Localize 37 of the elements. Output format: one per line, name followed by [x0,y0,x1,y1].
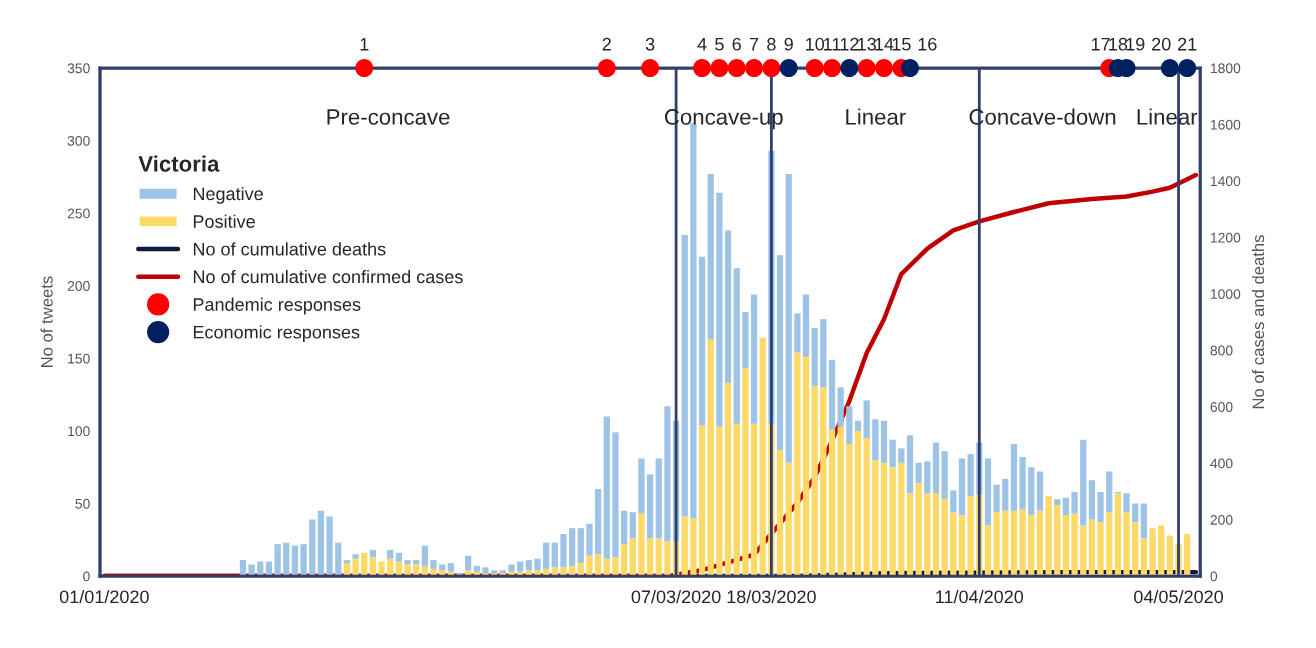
annotation: 18 [1109,37,1128,51]
annotation: 4 [697,37,707,51]
legend-label: Positive [193,214,255,228]
annotation: 15 [892,37,911,51]
x-tick-label: 04/05/2020 [1134,589,1224,604]
annotation: 7 [749,37,759,51]
annotation: 12 [840,37,859,51]
annotation: 5 [715,37,724,51]
annotation: 9 [784,37,793,51]
annotation: 13 [858,37,876,51]
annotation: 1 [360,37,369,51]
annotation: 17 [1091,37,1110,51]
annotation: 20 [1152,37,1171,51]
y-axis-title: No of tweets [40,276,53,367]
y2-axis-title: No of cases and deaths [1251,235,1265,409]
annotation: 8 [767,37,776,51]
legend-label: Pandemic responses [193,297,361,315]
annotation: 11 [824,37,841,51]
legend-label: No of cumulative deaths [193,242,386,256]
x-tick-label: 01/01/2020 [59,589,149,604]
x-tick-label: 07/03/2020 [631,589,721,604]
x-tick-label: 18/03/2020 [727,589,816,604]
legend-label: No of cumulative confirmed cases [193,269,463,284]
annotation: 19 [1126,37,1145,51]
annotation: 2 [602,37,611,51]
annotation: 6 [732,37,741,51]
annotation: 21 [1178,37,1197,51]
annotation: 14 [875,37,894,51]
annotation: 3 [645,37,655,51]
x-tick-label: 11/04/2020 [936,589,1024,604]
legend-title: Victoria [138,155,220,172]
annotation: 16 [918,37,937,51]
annotation: Pre-concave [327,109,450,125]
legend-label: Economic responses [193,325,360,343]
annotation: Linear [846,108,906,125]
legend-label: Negative [193,186,263,204]
annotation: 10 [806,37,825,51]
